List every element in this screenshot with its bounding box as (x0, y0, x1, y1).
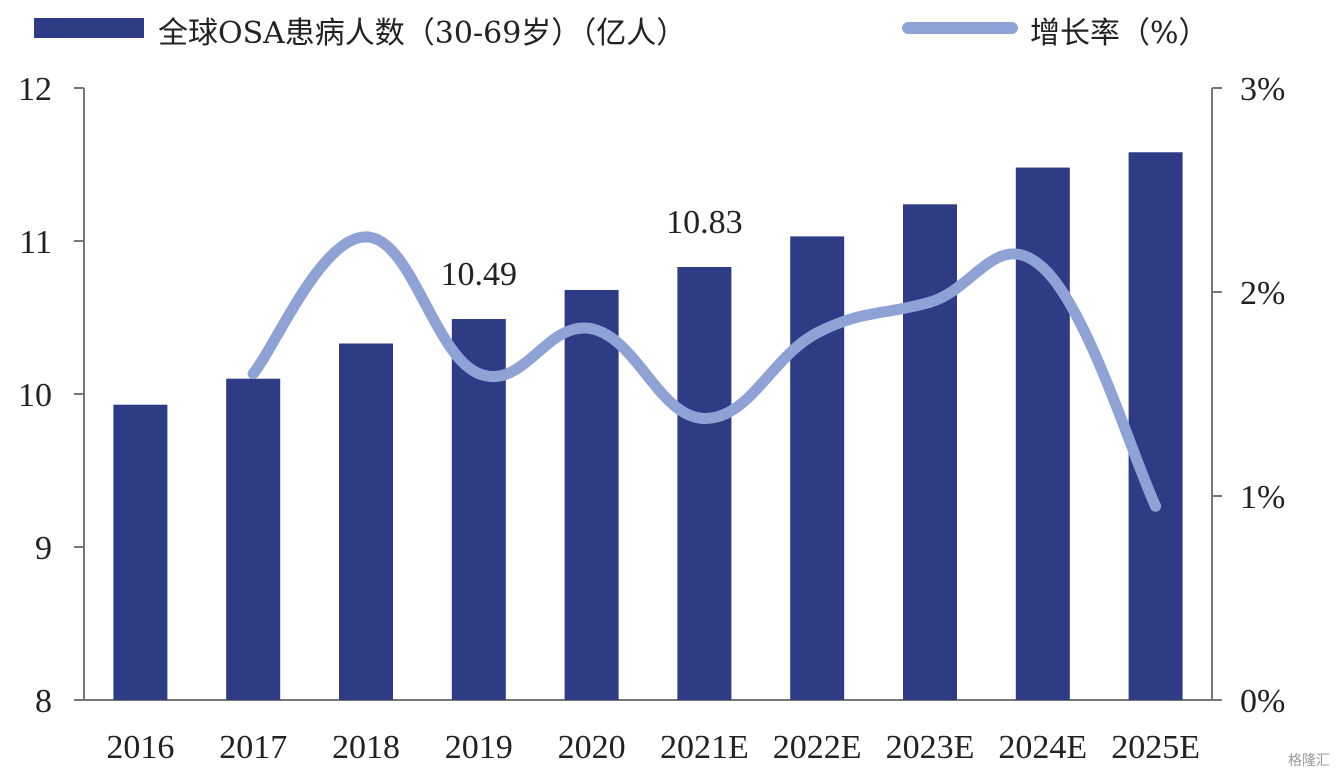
x-tick-label: 2023E (886, 729, 975, 766)
x-tick-label: 2018 (332, 729, 400, 766)
bar-data-label: 10.49 (441, 256, 518, 293)
bar (1015, 167, 1070, 700)
growth-rate-point (586, 323, 598, 335)
bar (564, 289, 619, 700)
bar (1128, 152, 1183, 700)
x-tick-label: 2019 (445, 729, 513, 766)
x-tick-label: 2020 (558, 729, 626, 766)
x-tick-label: 2025E (1111, 729, 1200, 766)
growth-rate-point (1037, 262, 1049, 274)
bar (790, 236, 845, 700)
growth-rate-point (473, 368, 485, 380)
x-tick-label: 2017 (219, 729, 287, 766)
y-left-tick-label: 12 (18, 71, 52, 108)
bar (903, 204, 957, 700)
x-tick-label: 2021E (660, 729, 749, 766)
growth-rate-point (247, 368, 259, 380)
y-right-tick-label: 3% (1240, 71, 1285, 108)
x-tick-label: 2022E (773, 729, 862, 766)
y-left-tick-label: 9 (35, 530, 52, 567)
growth-rate-point (360, 231, 372, 243)
growth-rate-point (924, 296, 936, 308)
bar-data-label: 10.83 (666, 204, 743, 241)
y-right-tick-label: 0% (1240, 683, 1285, 720)
y-left-tick-label: 8 (35, 683, 52, 720)
x-tick-label: 2024E (998, 729, 1087, 766)
y-left-tick-label: 10 (18, 377, 52, 414)
watermark: 格隆汇 (1288, 753, 1330, 769)
y-right-tick-label: 2% (1240, 275, 1285, 312)
growth-rate-point (811, 327, 823, 339)
bar (451, 319, 506, 700)
bar (677, 267, 732, 700)
bar (339, 343, 393, 700)
y-right-tick-label: 1% (1240, 479, 1285, 516)
bar (226, 378, 281, 700)
legend-line-label: 增长率（%） (1030, 16, 1209, 51)
growth-rate-point (1150, 500, 1162, 512)
legend-bar-label: 全球OSA患病人数（30-69岁）（亿人） (158, 16, 687, 51)
growth-rate-point (698, 412, 710, 424)
legend-bar-swatch (34, 18, 144, 38)
bar (113, 404, 168, 700)
x-tick-label: 2016 (106, 729, 174, 766)
y-left-tick-label: 11 (19, 224, 52, 261)
